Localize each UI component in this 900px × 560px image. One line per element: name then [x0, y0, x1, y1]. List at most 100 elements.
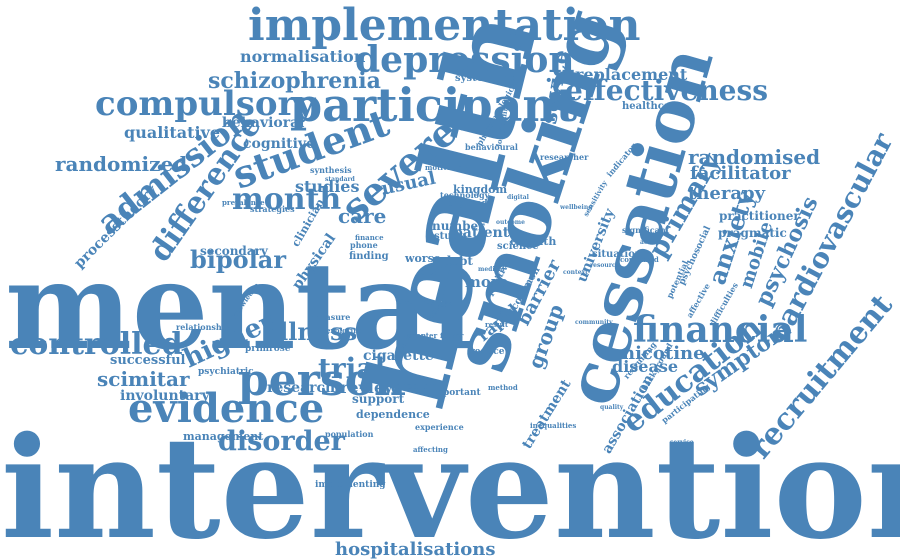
word-ehealth: ehealth	[510, 234, 557, 248]
word-finding: finding	[349, 250, 389, 262]
word-service: service	[670, 439, 694, 447]
word-strategies: strategies	[250, 204, 295, 215]
word-normalisation: normalisation	[240, 46, 366, 66]
word-motivation: motivation	[425, 163, 468, 173]
word-experience: experience	[415, 422, 464, 433]
word-cigarette: cigarette	[363, 347, 434, 364]
word-support: support	[352, 392, 405, 407]
word-outcome: outcome	[496, 219, 525, 227]
word-financial: financial	[633, 309, 808, 352]
word-cognitive: cognitive	[243, 135, 315, 152]
word-implementing: implementing	[315, 479, 386, 490]
word-number: number	[432, 219, 485, 234]
word-replacement: replacement	[575, 64, 688, 84]
word-review: review	[340, 377, 398, 397]
word-problem: problem	[395, 381, 437, 392]
word-compared: compared	[620, 255, 659, 265]
word-risk: risk	[433, 299, 453, 310]
word-dependence: dependence	[356, 407, 430, 421]
word-context: context	[563, 269, 588, 277]
word-behavioral: behavioral	[222, 114, 305, 131]
word-researcher: researcher	[540, 152, 589, 163]
word-research: research	[267, 379, 336, 396]
word-involuntary: involuntary	[120, 387, 210, 404]
word-management: management	[183, 429, 264, 443]
word-depression: depression	[355, 39, 575, 82]
word-patient: patient	[453, 224, 510, 241]
word-implementation: implementation	[248, 0, 641, 51]
word-frequency: frequency	[400, 299, 434, 307]
word-compulsory: compulsory	[95, 84, 316, 125]
word-randomised: randomised	[688, 144, 821, 169]
word-qualitative: qualitative	[124, 122, 221, 142]
word-studies: studies	[295, 176, 360, 196]
word-schizophrenia: schizophrenia	[208, 67, 381, 94]
word-practitioner: practitioner	[719, 209, 800, 224]
word-disease: disease	[612, 356, 679, 376]
word-exploring: exploring	[326, 326, 364, 336]
word-situation: situation	[592, 248, 643, 260]
word-standard: standard	[325, 176, 355, 184]
word-chapter: chapter	[407, 331, 438, 341]
word-method: method	[488, 383, 518, 393]
word-important: important	[430, 387, 481, 398]
word-illness: illness	[270, 317, 358, 347]
word-disorder: disorder	[218, 425, 345, 457]
word-primrose: primrose	[245, 343, 291, 354]
word-more: more	[465, 272, 509, 291]
word-bipolar: bipolar	[190, 245, 286, 275]
word-behavioural: behavioural	[465, 142, 518, 153]
word-kingdom: kingdom	[453, 182, 508, 196]
word-quality: quality	[600, 404, 624, 412]
word-phone: phone	[350, 240, 378, 251]
word-systematic: systematic	[455, 72, 515, 84]
word-community: community	[575, 319, 613, 327]
word-scimitar: scimitar	[97, 366, 190, 391]
word-england: england	[447, 198, 488, 209]
word-study: study	[434, 230, 465, 242]
word-intervention: intervention	[1, 407, 900, 560]
word-month: month	[232, 182, 342, 218]
word-debt: debt	[443, 254, 473, 269]
word-science: science	[497, 240, 539, 252]
word-mental: mental	[5, 235, 475, 377]
word-inequalities: inequalities	[530, 421, 577, 431]
word-synthesis: synthesis	[310, 165, 352, 176]
word-population: population	[325, 429, 374, 440]
word-secondary: secondary	[200, 244, 268, 259]
word-psychiatric: psychiatric	[198, 366, 254, 377]
word-prevalence: prevalence	[222, 198, 265, 208]
word-digital: digital	[507, 194, 529, 202]
word-effectiveness: effectiveness	[565, 74, 769, 108]
word-person: person	[238, 354, 407, 406]
word-hospitalisations: hospitalisations	[335, 539, 496, 560]
word-wellbeing: wellbeing	[560, 204, 593, 212]
word-affecting: affecting	[413, 445, 448, 455]
word-evidence: evidence	[128, 385, 325, 433]
word-trial: trial	[318, 352, 386, 386]
word-pragmatic: pragmatic	[718, 226, 787, 241]
word-controlled: controlled	[10, 327, 183, 363]
word-access: access	[640, 239, 662, 247]
word-facilitator: facilitator	[690, 163, 791, 185]
word-reduce: reduce	[470, 346, 505, 357]
word-technology: technology	[440, 190, 490, 201]
word-relationship: relationship	[176, 322, 231, 333]
word-participant: participant	[290, 78, 578, 133]
word-nicotine: nicotine	[622, 343, 705, 365]
word-staff: staff	[420, 264, 450, 279]
word-result: result	[485, 320, 509, 330]
word-resource: resource	[590, 262, 620, 270]
word-factor: factor	[440, 331, 464, 341]
word-finance: finance	[355, 233, 384, 243]
word-measure: measure	[312, 312, 351, 323]
word-healthcare: healthcare	[622, 100, 682, 112]
word-worse: worse	[405, 251, 441, 265]
word-successful: successful	[110, 353, 186, 369]
word-therapy: therapy	[688, 183, 766, 205]
word-randomized: randomized	[55, 151, 188, 176]
word-medical: medical	[478, 266, 505, 274]
word-care: care	[338, 203, 387, 228]
word-significant: significant	[622, 225, 670, 236]
